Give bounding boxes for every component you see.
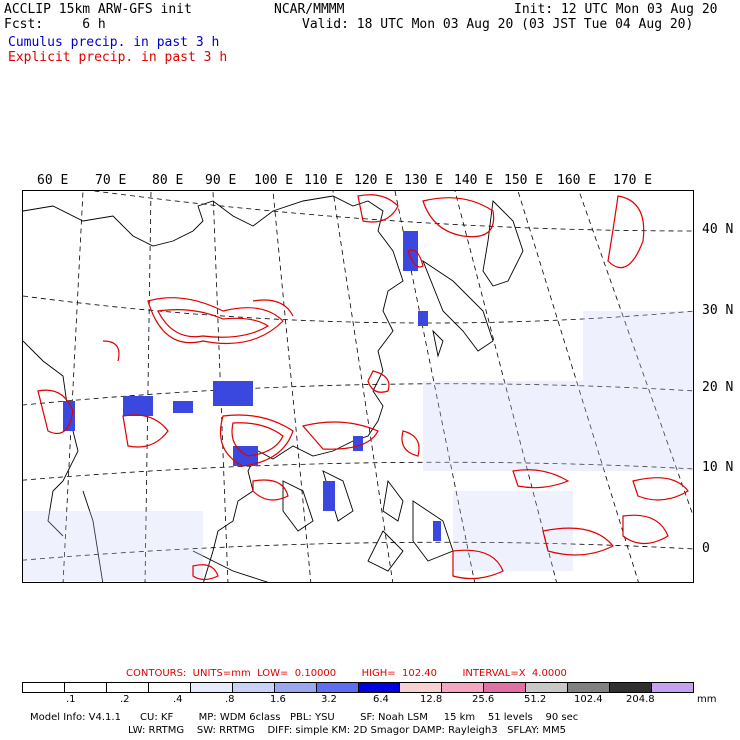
lat-label-0: 0	[702, 541, 710, 556]
colorbar-label: 25.6	[472, 694, 495, 705]
colorbar-swatch	[274, 683, 317, 692]
coastlines	[23, 195, 524, 582]
colorbar-swatch	[232, 683, 275, 692]
colorbar-label: 204.8	[626, 694, 655, 705]
colorbar-swatch	[484, 683, 527, 692]
colorbar-label: 6.4	[373, 694, 389, 705]
valid-time: Valid: 18 UTC Mon 03 Aug 20 (03 JST Tue …	[302, 17, 694, 32]
colorbar-label: .8	[225, 694, 235, 705]
colorbar-label: .4	[173, 694, 183, 705]
colorbar-swatch	[106, 683, 149, 692]
lat-label-40: 40 N	[702, 222, 734, 237]
colorbar-swatch	[190, 683, 233, 692]
lon-label-160: 160 E	[557, 173, 597, 188]
lat-label-20: 20 N	[702, 380, 734, 395]
colorbar-label: 12.8	[420, 694, 443, 705]
explicit-contours	[37, 194, 689, 581]
colorbar-swatch	[526, 683, 569, 692]
colorbar-swatch	[64, 683, 107, 692]
init-time: Init: 12 UTC Mon 03 Aug 20	[514, 2, 718, 17]
graticule	[23, 191, 693, 582]
forecast-hour: Fcst: 6 h	[4, 17, 106, 32]
colorbar-label: 51.2	[524, 694, 547, 705]
colorbar-swatch	[316, 683, 359, 692]
colorbar-label: 3.2	[321, 694, 337, 705]
colorbar-label: .1	[66, 694, 76, 705]
lon-label-80: 80 E	[152, 173, 184, 188]
colorbar-swatch	[652, 683, 693, 692]
cumulus-light	[23, 311, 693, 581]
model-info-line2: LW: RRTMG SW: RRTMG DIFF: simple KM: 2D …	[128, 725, 567, 736]
lat-label-30: 30 N	[702, 303, 734, 318]
map-graphic	[23, 191, 693, 582]
lon-label-100: 100 E	[254, 173, 294, 188]
lon-label-110: 110 E	[304, 173, 344, 188]
contours-info: CONTOURS: UNITS=mm LOW= 0.10000 HIGH= 10…	[126, 668, 567, 679]
cumulus-legend-label: Cumulus precip. in past 3 h	[8, 35, 220, 50]
model-info-line1: Model Info: V4.1.1 CU: KF MP: WDM 6class…	[30, 712, 579, 723]
colorbar-label: 1.6	[270, 694, 286, 705]
lon-label-90: 90 E	[205, 173, 237, 188]
colorbar-label: .2	[120, 694, 130, 705]
model-title: ACCLIP 15km ARW-GFS init	[4, 2, 192, 17]
precip-colorbar	[22, 682, 694, 693]
lon-label-130: 130 E	[404, 173, 444, 188]
colorbar-unit: mm	[697, 694, 717, 705]
colorbar-swatch	[148, 683, 191, 692]
lon-label-140: 140 E	[454, 173, 494, 188]
lon-label-170: 170 E	[613, 173, 653, 188]
colorbar-swatch	[568, 683, 611, 692]
explicit-legend-label: Explicit precip. in past 3 h	[8, 50, 228, 65]
colorbar-swatch	[358, 683, 401, 692]
colorbar-swatch	[610, 683, 653, 692]
lon-label-70: 70 E	[95, 173, 127, 188]
lon-label-120: 120 E	[354, 173, 394, 188]
lon-label-150: 150 E	[504, 173, 544, 188]
colorbar-swatch	[400, 683, 443, 692]
colorbar-swatch	[442, 683, 485, 692]
organization-label: NCAR/MMMM	[274, 2, 345, 17]
colorbar-swatch	[23, 683, 65, 692]
colorbar-label: 102.4	[574, 694, 603, 705]
lon-label-60: 60 E	[37, 173, 69, 188]
cumulus-heavy	[63, 231, 441, 541]
precipitation-map	[22, 190, 694, 583]
lat-label-10: 10 N	[702, 460, 734, 475]
